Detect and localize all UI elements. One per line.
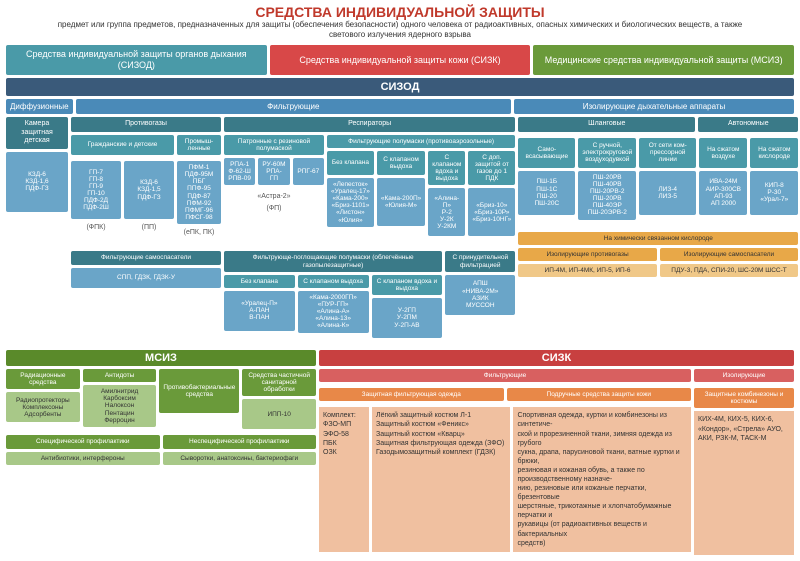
izol-a1: ИВА-24М АИР-300СВ АП-93 АП 2000 — [699, 171, 747, 215]
protiv-prom: Промыш- ленные — [177, 135, 221, 155]
sizk-psz: Подручные средства защиты кожи — [507, 388, 692, 401]
fpp-hdr: Фильтрующе-поглощающие полумаски (облегч… — [224, 251, 442, 271]
izol-chem: На химически связанном кислороде — [518, 232, 798, 245]
sizk-zfo-r: Лёгкий защитный костюм Л-1 Защитный кост… — [372, 407, 510, 551]
izol-hs1: С ручной, электрокруговой воздуходувкой — [578, 138, 636, 168]
protiv-civ: Гражданские и детские — [71, 135, 174, 155]
msiz-sp-t: Антибиотики, интерфероны — [6, 452, 160, 465]
msiz-np-t: Сыворотки, анатоксины, бактериофаги — [163, 452, 317, 465]
protiv-c2: КЗД-6 КЗД-1,5 ПДФ-ГЗ — [124, 161, 174, 219]
izol-hose: Шланговые — [518, 117, 695, 131]
fpp-s2: С клапаном вдоха и выдоха — [372, 275, 443, 295]
protiv-hdr: Противогазы — [71, 117, 221, 131]
msiz-rad: Радиационные средства — [6, 369, 80, 389]
izol-is: Изолирующие самоспасатели — [660, 248, 799, 261]
izol-hs0: Само- всасывающие — [518, 138, 575, 168]
resp-sub2: Фильтрующие полумаски (противоаэрозольны… — [327, 135, 515, 148]
protiv-c1: ГП-7 ГП-8 ГП-9 ГП-10 ПДФ-2Д ПДФ-2Ш — [71, 161, 121, 219]
msiz-pb: Противобактериальные средства — [159, 369, 239, 413]
resp-r1b: РУ-60М РПА-ГП — [258, 158, 289, 185]
subtitle: предмет или группа предметов, предназнач… — [0, 20, 800, 45]
protiv-c3: ПФМ-1 ПДФ-95М ПБГ ППФ-95 ПДФ-87 ПФМ-92 П… — [177, 161, 221, 224]
fpp-c3: У-2ГП У-2ПМ У-2П-АВ — [372, 298, 443, 338]
fs-hdr: Фильтрующие самоспасатели — [71, 251, 221, 264]
resp-r1a: РПА-1 Ф-62-Ш РПВ-09 — [224, 158, 255, 185]
izol-h1: ПШ-1Б ПШ-1С ПШ-20 ПШ-20С — [518, 171, 575, 215]
resp-r2b: «Кама-200П» «Юлия-М» — [377, 178, 425, 226]
fpp-s1: С клапаном выдоха — [298, 275, 369, 288]
diff-items: КЗД-6 КЗД-1,6 ПДФ-ГЗ — [6, 152, 68, 212]
top-categories: Средства индивидуальной защиты органов д… — [0, 45, 800, 75]
sizod-detail: Камера защитная детская КЗД-6 КЗД-1,6 ПД… — [0, 117, 800, 344]
sizk-izk-t: КИХ-4М, КИХ-5, КИХ-6, «Кондор», «Стрела»… — [694, 411, 794, 554]
prf-t: АПШ «НИВА-2М» АЗИК МУССОН — [445, 275, 515, 315]
fpp-c1: «Уралец-П» А-ПАН В-ПАН — [224, 291, 295, 331]
resp-r2h0: Без клапана — [327, 151, 374, 175]
protiv-lbl2: (ПП) — [124, 224, 174, 231]
sizk-zfo: Защитная фильтрующая одежда — [319, 388, 504, 401]
fpp-c2: «Кама-2000ГП» «ПУР-ГП» «Алина-А» «Алина-… — [298, 291, 369, 333]
izol-as1: На сжатом кислороде — [750, 138, 798, 168]
izol-h2: ПШ-20РВ ПШ-40РВ ПШ-20РВ-2 ПШ-20РВ ПШ-40Э… — [578, 171, 636, 220]
sizk-izk: Защитные комбинезоны и костюмы — [694, 388, 794, 408]
izol-ip: Изолирующие противогазы — [518, 248, 657, 261]
izol-hs2: От сети ком- прессорной линии — [639, 138, 696, 168]
msiz-rad-t: Радиопротекторы Комплексоны Адсорбенты — [6, 392, 80, 422]
sub-diff: Диффузионные — [6, 99, 73, 115]
cat-msiz: Медицинские средства индивидуальной защи… — [533, 45, 794, 75]
diff-hdr: Камера защитная детская — [6, 117, 68, 148]
sub-filt: Фильтрующие — [76, 99, 511, 115]
resp-r2d: «Бриз-10» «Бриз-10Р» «Бриз-10НГ» — [468, 188, 515, 236]
resp-r2h1: С клапаном выдоха — [377, 151, 425, 175]
sizod-subcats: Диффузионные Фильтрующие Изолирующие дых… — [0, 99, 800, 115]
izol-is-t: ПДУ-3, ПДА, СПИ-20, ШС-20М ШСС-Т — [660, 264, 799, 277]
izol-a2: КИП-8 Р-30 «Урал-7» — [750, 171, 798, 215]
fs-t: СПП, ГДЗК, ГДЗК-У — [71, 268, 221, 288]
sizk-filt: Фильтрующие — [319, 369, 691, 382]
protiv-lbl3: (еПК, ПК) — [177, 229, 221, 236]
prf-hdr: С принудительной фильтрацией — [445, 251, 515, 271]
izol-h3: ЛИЗ-4 ЛИЗ-5 — [639, 171, 696, 215]
sizk-title: СИЗК — [319, 350, 794, 366]
msiz-san: Средства частичной санитарной обработки — [242, 369, 316, 396]
resp-sub1: Патронные с резиновой полумаской — [224, 135, 324, 155]
msiz-ant: Антидоты — [83, 369, 157, 382]
izol-ip-t: ИП-4М, ИП-4МК, ИП-5, ИП-6 — [518, 264, 657, 277]
msiz-title: МСИЗ — [6, 350, 316, 366]
resp-r1lbl: «Астра-2» — [224, 193, 324, 200]
cat-sizod: Средства индивидуальной защиты органов д… — [6, 45, 267, 75]
resp-r2h3: С доп. защитой от газов до 1 ПДК — [468, 151, 515, 186]
izol-auto: Автономные — [698, 117, 798, 131]
fpp-s0: Без клапана — [224, 275, 295, 288]
sizk-izol: Изолирующие — [694, 369, 794, 382]
protiv-lbl1: (ФПК) — [71, 224, 121, 231]
izol-as0: На сжатом воздухе — [699, 138, 747, 168]
cat-sizk: Средства индивидуальной защиты кожи (СИЗ… — [270, 45, 531, 75]
msiz-np: Неспецифической профилактики — [163, 435, 317, 448]
sizk-psz-t: Спортивная одежда, куртки и комбинезоны … — [513, 407, 691, 551]
msiz-sp: Специфической профилактики — [6, 435, 160, 448]
main-title: СРЕДСТВА ИНДИВИДУАЛЬНОЙ ЗАЩИТЫ — [0, 0, 800, 20]
sub-izol: Изолирующие дыхательные аппараты — [514, 99, 794, 115]
resp-r2h2: С клапаном вдоха и выдоха — [428, 151, 465, 186]
resp-r2c: «Алина-П» Р-2 У-2К У-2КМ — [428, 188, 465, 236]
sizod-bar: СИЗОД — [6, 78, 794, 96]
sizk-zfo-l: Комплект: ФЗО-МП ЭФО-58 ПБК ОЗК — [319, 407, 369, 551]
resp-r1lbl2: (ФП) — [224, 205, 324, 212]
resp-r1c: РПГ-67 — [293, 158, 324, 185]
resp-hdr: Респираторы — [224, 117, 515, 131]
msiz-san-t: ИПП-10 — [242, 399, 316, 429]
resp-r2a: «Лепесток» «Уралец-17» «Кама-200» «Бриз-… — [327, 178, 374, 227]
msiz-ant-t: Амилнитрид Карбоксим Налоксон Пентацин Ф… — [83, 385, 157, 427]
bottom-row: МСИЗ Радиационные средства Радиопротекто… — [0, 350, 800, 558]
